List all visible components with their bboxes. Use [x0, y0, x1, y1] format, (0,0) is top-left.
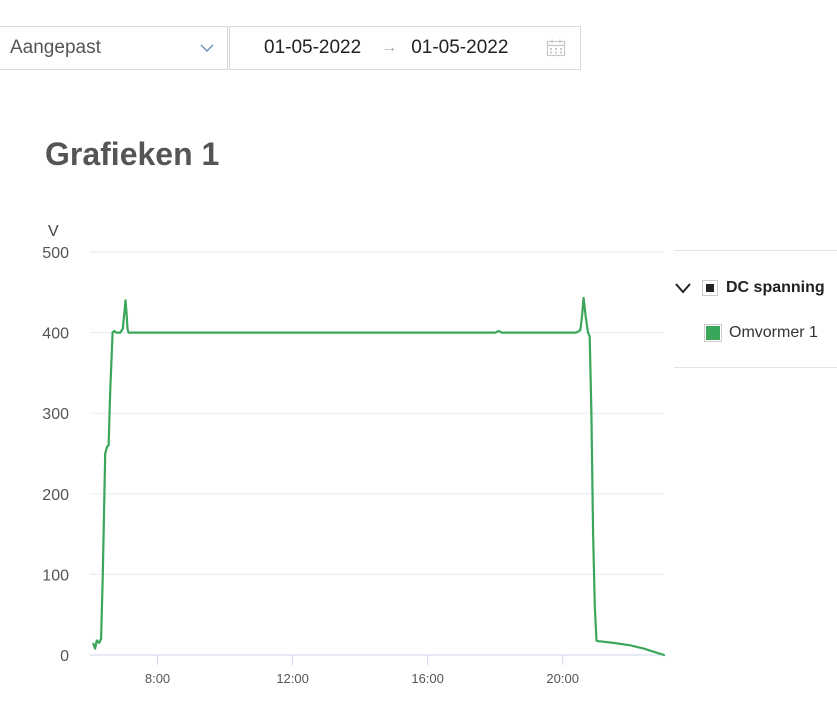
grid-lines [90, 251, 664, 575]
legend-swatch [704, 324, 722, 342]
chevron-down-icon [200, 44, 214, 52]
date-from-input[interactable]: 01-05-2022 [264, 37, 362, 58]
legend-item-omvormer-1[interactable]: Omvormer 1 [704, 324, 818, 342]
legend-item-label: Omvormer 1 [729, 324, 818, 341]
axes [90, 654, 664, 665]
y-tick-label: 200 [42, 487, 69, 504]
x-tick-label: 12:00 [276, 671, 309, 686]
y-tick-label: 100 [42, 567, 69, 584]
legend-group-label: DC spanning [726, 279, 825, 296]
tick-labels: 0 100 200 300 400 500 V 8:00 12:00 16:00 20:00 [42, 223, 579, 686]
line-chart: 0 100 200 300 400 500 V 8:00 12:00 16:00 20:00 [42, 223, 666, 686]
legend-group: DC spanning [674, 279, 825, 297]
y-axis-label: V [48, 223, 59, 240]
series-line[interactable] [92, 296, 666, 657]
y-tick-label: 0 [60, 648, 69, 665]
series-lines [92, 296, 666, 657]
x-tick-label: 8:00 [145, 671, 170, 686]
date-range-picker[interactable]: 01-05-2022 → 01-05-2022 [229, 26, 581, 70]
range-select-value: Aangepast [10, 37, 101, 58]
x-tick-label: 16:00 [411, 671, 444, 686]
y-tick-label: 500 [42, 245, 69, 262]
y-tick-label: 400 [42, 326, 69, 343]
legend-group-checkbox[interactable] [702, 280, 718, 296]
page-title: Grafieken 1 [45, 136, 220, 172]
arrow-right-icon: → [381, 39, 398, 56]
range-select[interactable]: Aangepast [0, 26, 228, 70]
legend: DC spanning Omvormer 1 [674, 250, 837, 368]
chevron-down-icon[interactable] [674, 281, 692, 295]
x-tick-label: 20:00 [546, 671, 579, 686]
date-to-input[interactable]: 01-05-2022 [411, 37, 509, 58]
y-tick-label: 300 [42, 406, 69, 423]
calendar-icon[interactable] [546, 39, 566, 57]
